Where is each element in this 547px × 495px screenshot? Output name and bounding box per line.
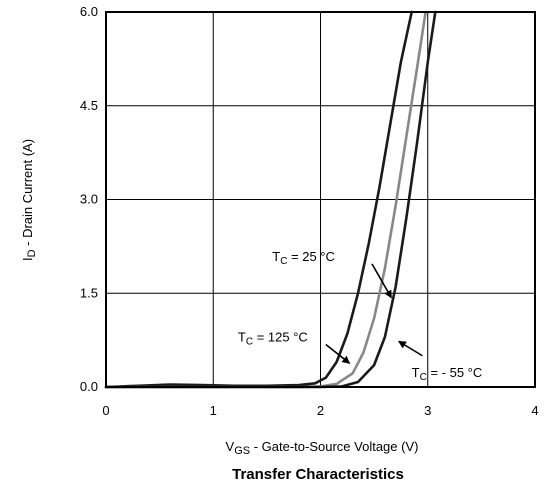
series-arrow-0 [325, 343, 351, 364]
x-tick-label: 0 [102, 403, 109, 418]
series-arrow-2 [397, 340, 423, 357]
plot-frame [105, 11, 536, 388]
y-tick-label: 1.5 [80, 285, 98, 300]
y-tick-label: 0.0 [80, 379, 98, 394]
y-tick-label: 4.5 [80, 98, 98, 113]
x-tick-label: 1 [210, 403, 217, 418]
series-arrow-1 [371, 263, 392, 299]
chart-title: Transfer Characteristics [232, 466, 404, 483]
y-tick-label: 6.0 [80, 4, 98, 19]
series-line-0 [104, 10, 413, 389]
x-tick-label: 4 [531, 403, 538, 418]
x-tick-label: 2 [317, 403, 324, 418]
y-tick-label: 3.0 [80, 192, 98, 207]
x-axis-label: VGS - Gate-to-Source Voltage (V) [226, 439, 419, 457]
series-label-0: TC = 125 °C [238, 329, 308, 347]
series-label-1: TC = 25 °C [272, 249, 335, 267]
series-label-2: TC = - 55 °C [412, 365, 483, 383]
y-axis-label: ID - Drain Current (A) [20, 139, 38, 261]
x-tick-label: 3 [424, 403, 431, 418]
